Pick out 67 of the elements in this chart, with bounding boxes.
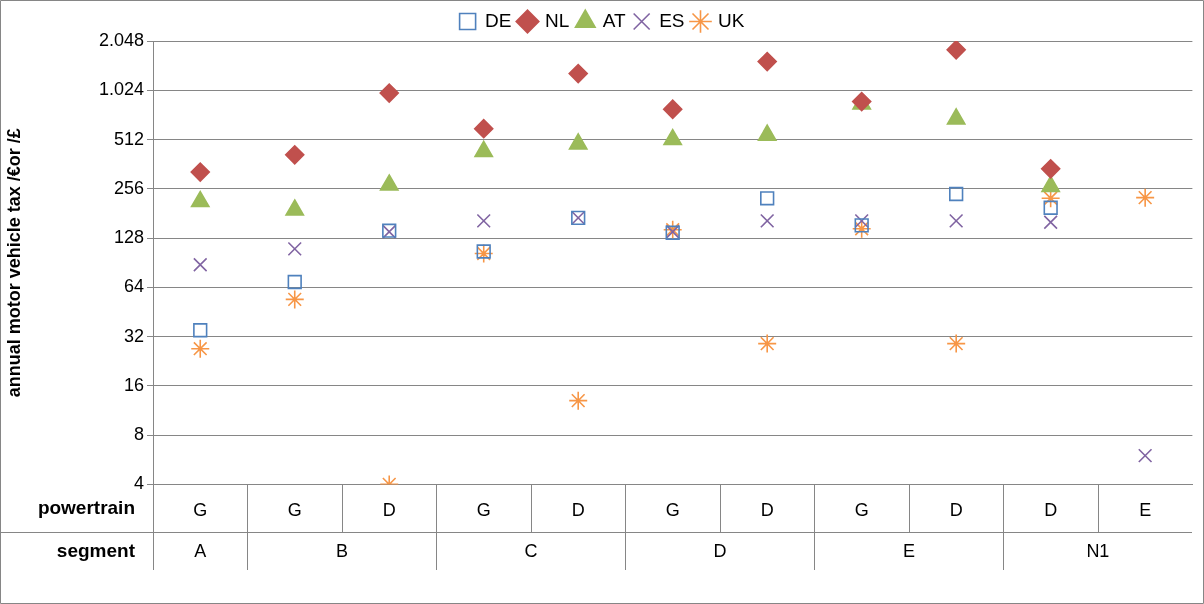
x-tick-label: D bbox=[382, 500, 396, 521]
point bbox=[1043, 215, 1058, 230]
text: A bbox=[193, 539, 208, 563]
y-tick-label: 16 bbox=[123, 374, 144, 395]
point bbox=[757, 333, 777, 354]
point bbox=[193, 257, 208, 272]
x-tick-label: G bbox=[665, 500, 680, 521]
point bbox=[946, 41, 966, 60]
point bbox=[854, 218, 869, 233]
point bbox=[284, 289, 305, 310]
text: C bbox=[523, 539, 539, 563]
x-tick-label: D bbox=[571, 500, 585, 521]
x-tick-label: G bbox=[476, 500, 491, 521]
point bbox=[473, 243, 494, 264]
point bbox=[949, 186, 964, 202]
point bbox=[287, 274, 302, 290]
point bbox=[760, 213, 775, 229]
point bbox=[757, 51, 777, 72]
point bbox=[284, 145, 305, 165]
y-tick-label: 4 bbox=[133, 473, 144, 494]
x-tick-label: D bbox=[760, 500, 774, 521]
point bbox=[476, 213, 491, 229]
point bbox=[949, 213, 964, 229]
legend-label: AT bbox=[602, 9, 627, 31]
legend-label: UK bbox=[718, 9, 745, 31]
y-tick-label: 128 bbox=[113, 227, 144, 248]
y-tick-label: 1.024 bbox=[98, 79, 144, 100]
point bbox=[1040, 159, 1061, 179]
point bbox=[190, 162, 211, 182]
y-tick-label: 512 bbox=[113, 128, 144, 149]
point bbox=[193, 323, 208, 338]
point bbox=[946, 333, 966, 354]
y-tick-label: 64 bbox=[123, 276, 144, 297]
x-tick-label: G bbox=[287, 500, 302, 521]
point bbox=[190, 338, 211, 359]
point bbox=[379, 83, 400, 103]
legend-label: ES bbox=[659, 9, 685, 31]
text: E bbox=[901, 539, 916, 563]
text: D bbox=[712, 539, 728, 563]
point bbox=[476, 244, 491, 259]
y-tick-label: 32 bbox=[123, 325, 144, 346]
point bbox=[473, 118, 494, 139]
point bbox=[1043, 200, 1058, 215]
y-tick-label: 8 bbox=[133, 424, 144, 445]
y-axis-title: annual motor vehicle tax /€or /£ bbox=[3, 128, 24, 398]
x-tick-label: D bbox=[1044, 500, 1058, 521]
point bbox=[1135, 187, 1155, 208]
text: B bbox=[334, 539, 349, 563]
point bbox=[854, 213, 869, 229]
point bbox=[662, 99, 683, 120]
y-tick-label: 2.048 bbox=[98, 29, 144, 50]
point bbox=[760, 191, 775, 206]
text: N1 bbox=[1085, 539, 1111, 563]
legend-label: DE bbox=[485, 9, 512, 31]
point bbox=[662, 219, 683, 240]
legend-label: NL bbox=[545, 9, 570, 31]
y-tick-label: 256 bbox=[113, 177, 144, 198]
text: powertrain bbox=[37, 497, 135, 519]
text: segment bbox=[55, 539, 136, 564]
x-tick-label: D bbox=[949, 500, 963, 521]
x-tick-label: G bbox=[193, 500, 208, 521]
point bbox=[568, 63, 589, 84]
x-tick-label: E bbox=[1139, 500, 1152, 521]
point bbox=[1137, 448, 1153, 463]
x-tick-label: G bbox=[854, 500, 869, 521]
point bbox=[568, 390, 589, 411]
point bbox=[287, 241, 302, 256]
